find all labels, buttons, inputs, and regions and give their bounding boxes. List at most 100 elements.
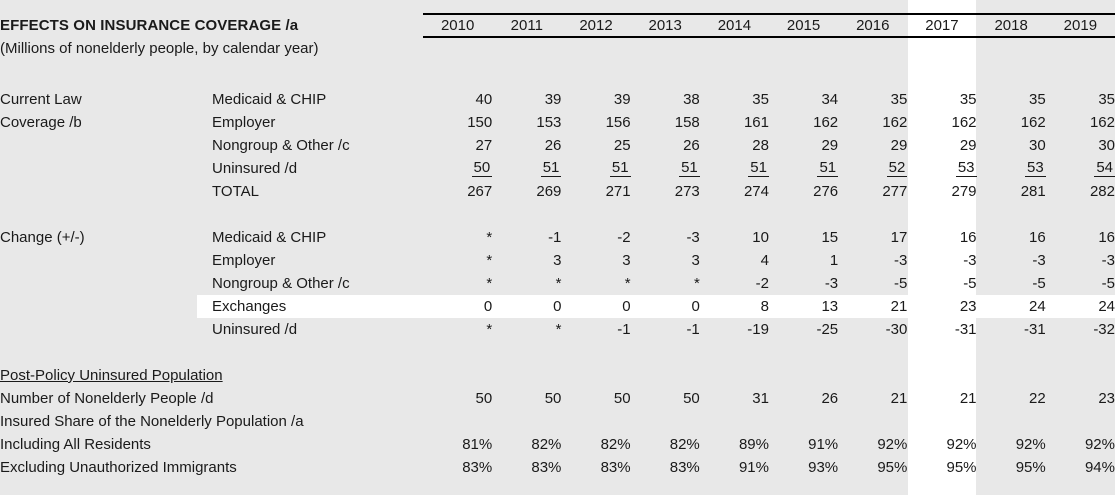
value-cell: 282 [1089,182,1115,200]
value-cell: 267 [467,182,493,200]
value-cell: 281 [1020,182,1046,200]
row-label: Exchanges [212,297,287,315]
value-cell: 162 [813,113,839,131]
underlined-value: 53 [955,158,977,178]
value-cell: 30 [1029,136,1046,154]
value-cell: 51 [769,157,839,180]
value-cell: * [693,274,700,292]
value-cell: 28 [752,136,769,154]
section-label [0,272,212,295]
value-cell [631,410,700,433]
value-cell: -19 [747,320,769,338]
value-cell: 92% [946,435,977,453]
value-cell: 22 [1029,389,1046,407]
value-cell: 34 [821,90,839,108]
value-cell: 158 [674,113,700,131]
value-cell: * [555,320,562,338]
value-cell: 26 [683,136,700,154]
value-cell: 26 [544,136,562,154]
year-header-2018: 2018 [976,13,1046,38]
value-cell [977,410,1046,433]
value-cell: 95% [946,458,977,476]
value-cell: 50 [475,389,493,407]
highlight-column-2017 [908,0,976,495]
footer-heading: Post-Policy Uninsured Population [0,366,223,384]
row-label: Uninsured /d [212,320,298,338]
value-cell: -1 [686,320,700,338]
value-cell: 153 [536,113,562,131]
value-cell: 156 [605,113,631,131]
year-header-2014: 2014 [699,13,769,38]
value-cell: 51 [631,157,700,180]
section-label: Change (+/-) [0,228,85,246]
value-cell: 21 [959,389,977,407]
value-cell: 92% [1015,435,1046,453]
value-cell [838,410,907,433]
value-cell: 1 [829,251,839,269]
section-label [0,295,212,318]
row-label: Nongroup & Other /c [212,136,350,154]
table-row: Change (+/-) Medicaid & CHIP * -1 -2 -3 10 15 17… [0,226,1115,249]
year-header-2015: 2015 [768,13,839,38]
value-cell: 93% [808,458,839,476]
value-cell: 40 [475,90,493,108]
value-cell: 0 [622,297,631,315]
value-cell: * [555,274,562,292]
table-row: (Millions of nonelderly people, by calen… [0,37,1115,60]
table-row: Uninsured /d 50 51 51 51 51 51 52 53 53 54 [0,157,1115,180]
underlined-value: 51 [679,158,700,178]
section-label [0,180,212,203]
value-cell: 277 [882,182,908,200]
value-cell: 52 [838,157,908,180]
section-label [0,157,212,180]
value-cell: 23 [1098,389,1115,407]
underlined-value: 51 [817,158,839,178]
value-cell: 82% [669,435,700,453]
value-cell: 279 [951,182,977,200]
value-cell: 82% [531,435,562,453]
section-label: Current Law [0,90,82,108]
value-cell: 21 [890,297,908,315]
value-cell: 24 [1098,297,1115,315]
value-cell [700,410,769,433]
table-row: Number of Nonelderly People /d 50 50 50 50 31… [0,387,1115,410]
table-row [0,60,1115,88]
table-row: Nongroup & Other /c 27 26 25 26 28 29 29 29 30 30 [0,134,1115,157]
value-cell: 4 [760,251,769,269]
value-cell: 150 [467,113,493,131]
table-row: Including All Residents 81% 82% 82% 82% 89% 91… [0,433,1115,456]
value-cell: -5 [963,274,977,292]
value-cell: 50 [613,389,631,407]
year-header-2016: 2016 [838,13,908,38]
highlight-row-exchanges [197,295,1115,318]
value-cell: 161 [743,113,769,131]
value-cell [423,410,492,433]
value-cell: 38 [683,90,700,108]
year-header-2019: 2019 [1045,13,1115,38]
underlined-value: 52 [886,158,908,178]
value-cell: 162 [1089,113,1115,131]
table-row: Current Law Medicaid & CHIP 40 39 39 38 35 34 35… [0,88,1115,111]
coverage-table: EFFECTS ON INSURANCE COVERAGE /a 2010 201… [0,13,1115,476]
value-cell: 3 [553,251,562,269]
row-label: Medicaid & CHIP [212,228,327,246]
value-cell: -32 [1093,320,1115,338]
value-cell: 23 [959,297,977,315]
value-cell: 35 [959,90,977,108]
value-cell: 92% [1084,435,1115,453]
value-cell: 50 [423,157,493,180]
row-label: Employer [212,113,276,131]
value-cell: -3 [686,228,700,246]
table-row: Employer * 3 3 3 4 1 -3 -3 -3 -3 [0,249,1115,272]
value-cell: 83% [462,458,493,476]
value-cell: 8 [760,297,769,315]
value-cell: 21 [890,389,908,407]
year-header-2017: 2017 [907,13,977,38]
value-cell: 29 [959,136,977,154]
value-cell: -31 [1024,320,1046,338]
row-label: Number of Nonelderly People /d [0,389,214,407]
value-cell: -5 [1101,274,1115,292]
value-cell: 16 [1098,228,1115,246]
value-cell: 83% [531,458,562,476]
